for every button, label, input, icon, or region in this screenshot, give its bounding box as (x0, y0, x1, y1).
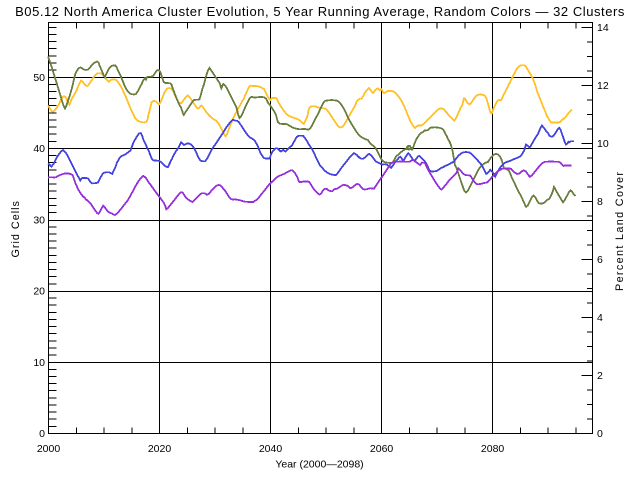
svg-text:Percent Land Cover: Percent Land Cover (614, 171, 626, 291)
svg-text:10: 10 (33, 357, 45, 369)
svg-text:2000: 2000 (37, 443, 61, 455)
svg-text:10: 10 (597, 138, 609, 150)
svg-text:0: 0 (39, 428, 45, 440)
svg-text:50: 50 (33, 72, 45, 84)
svg-text:2020: 2020 (148, 443, 172, 455)
svg-text:6: 6 (597, 254, 603, 266)
svg-text:40: 40 (33, 143, 45, 155)
svg-text:0: 0 (597, 428, 603, 440)
svg-text:Year (2000—2098): Year (2000—2098) (275, 459, 363, 471)
svg-text:30: 30 (33, 214, 45, 226)
svg-text:2060: 2060 (370, 443, 394, 455)
svg-text:14: 14 (597, 22, 609, 34)
svg-text:2080: 2080 (481, 443, 505, 455)
svg-text:12: 12 (597, 80, 609, 92)
svg-text:Grid Cells: Grid Cells (10, 200, 22, 257)
svg-text:2040: 2040 (259, 443, 283, 455)
svg-text:B05.12 North America Cluster E: B05.12 North America Cluster Evolution, … (15, 4, 625, 19)
svg-text:20: 20 (33, 286, 45, 298)
svg-text:8: 8 (597, 196, 603, 208)
svg-text:4: 4 (597, 312, 603, 324)
svg-text:2: 2 (597, 370, 603, 382)
